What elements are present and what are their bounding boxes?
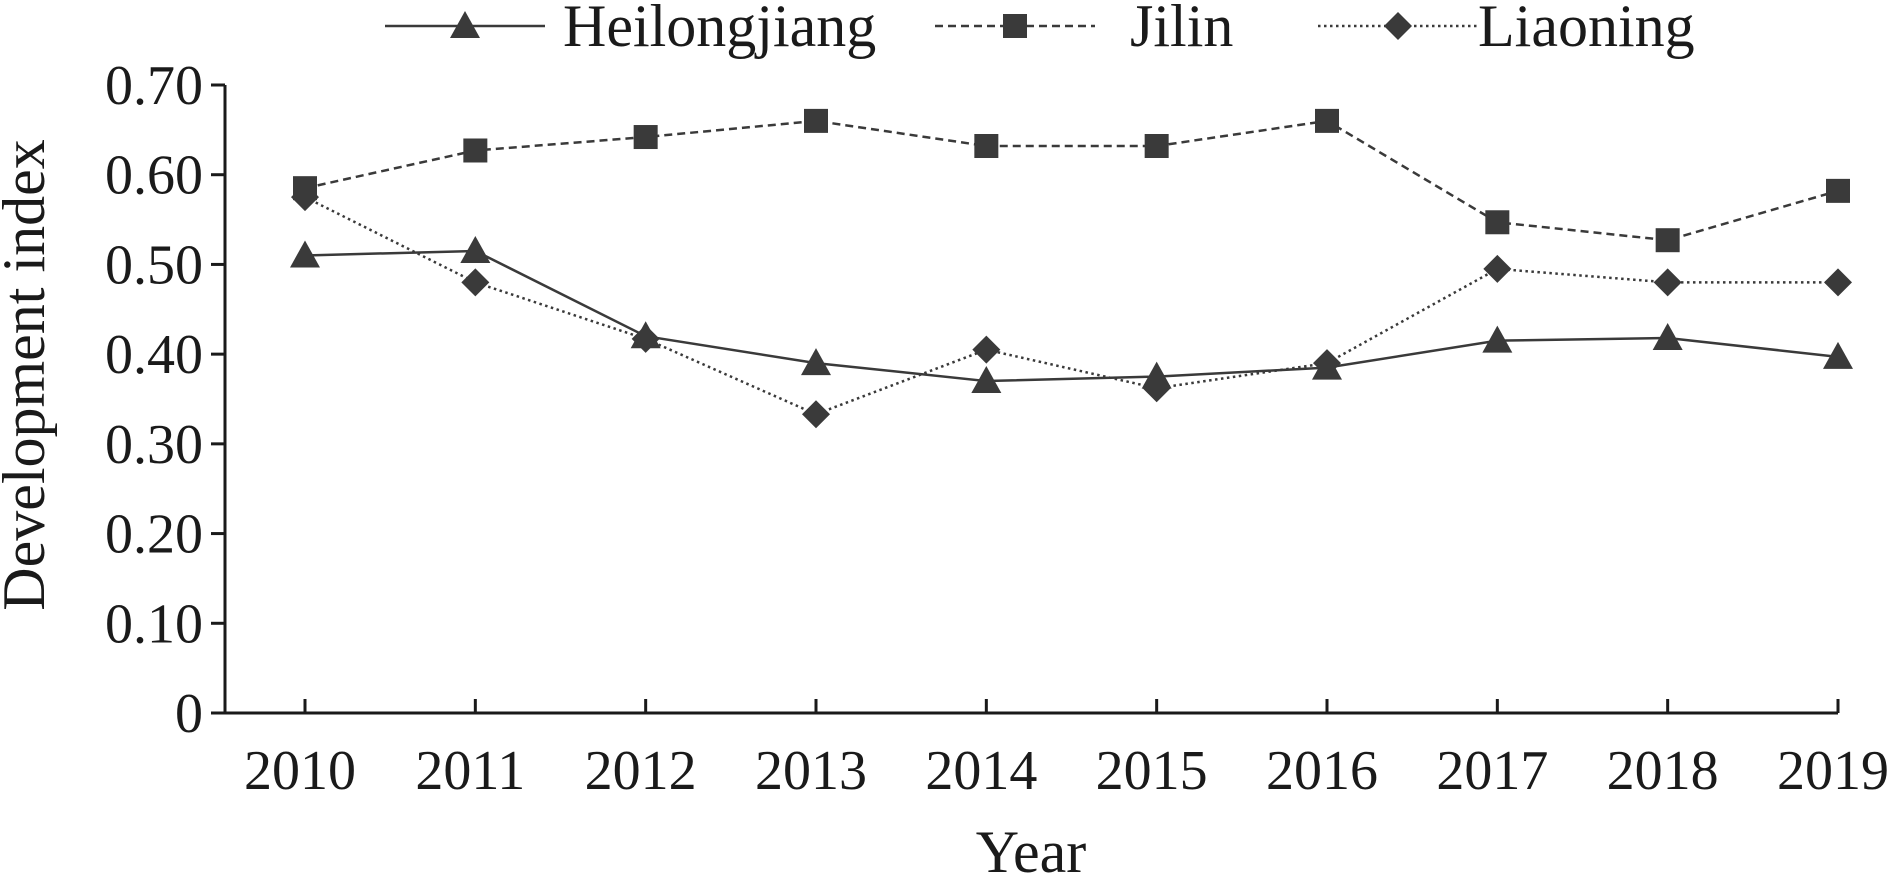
data-point-jilin: [463, 138, 488, 163]
data-point-jilin: [1144, 134, 1169, 159]
y-axis-ticks: 0 0.10 0.20 0.30 0.40 0.50 0.60 0.70: [105, 55, 225, 745]
y-tick-label: 0: [175, 683, 203, 745]
legend-item-liaoning: Liaoning: [1318, 0, 1695, 59]
x-tick-label: 2019: [1777, 740, 1889, 802]
y-tick-label: 0.10: [105, 593, 203, 655]
x-tick-label: 2014: [925, 740, 1037, 802]
data-point-heilongjiang: [460, 235, 491, 263]
y-tick-label: 0.40: [105, 324, 203, 386]
y-tick-label: 0.50: [105, 234, 203, 296]
data-point-jilin: [1485, 210, 1510, 235]
legend-label-liaoning: Liaoning: [1478, 0, 1695, 59]
series-heilongjiang: [290, 235, 1853, 394]
data-point-liaoning: [1483, 254, 1512, 283]
data-point-heilongjiang: [801, 348, 831, 376]
data-point-heilongjiang: [1823, 341, 1853, 369]
series-liaoning: [291, 183, 1852, 429]
data-point-liaoning: [1142, 374, 1171, 403]
data-point-jilin: [1826, 178, 1850, 203]
data-point-heilongjiang: [290, 240, 320, 268]
y-tick-label: 0.70: [105, 55, 203, 117]
data-point-heilongjiang: [971, 366, 1002, 394]
x-tick-label: 2010: [244, 740, 356, 802]
legend-label-jilin: Jilin: [1130, 0, 1233, 59]
legend: Heilongjiang Jilin Liaoning: [385, 0, 1695, 59]
series-layer: [290, 108, 1853, 429]
data-point-liaoning: [631, 324, 660, 353]
y-tick-label: 0.30: [105, 414, 203, 476]
data-point-liaoning: [972, 335, 1001, 364]
legend-marker-liaoning: [1384, 12, 1412, 40]
y-axis-title: Development index: [0, 139, 57, 611]
data-point-heilongjiang: [1482, 325, 1513, 353]
series-jilin: [293, 108, 1850, 253]
x-tick-label: 2011: [415, 740, 525, 802]
data-point-jilin: [1315, 108, 1339, 133]
data-point-jilin: [633, 125, 658, 150]
series-line-jilin: [304, 119, 1839, 242]
x-tick-label: 2018: [1607, 740, 1719, 802]
data-point-liaoning: [461, 268, 490, 297]
x-tick-label: 2013: [755, 740, 867, 802]
series-line-heilongjiang: [304, 249, 1839, 383]
x-axis-title: Year: [976, 819, 1087, 875]
y-tick-label: 0.20: [105, 504, 203, 566]
data-point-heilongjiang: [1652, 322, 1683, 350]
data-point-liaoning: [1824, 268, 1852, 297]
data-point-jilin: [1655, 228, 1680, 253]
data-point-liaoning: [291, 183, 319, 212]
x-axis-ticks: 2010 2011 2012 2013 2014 2015 2016 2017 2018 2019: [244, 699, 1889, 802]
legend-label-heilongjiang: Heilongjiang: [563, 0, 876, 59]
legend-marker-heilongjiang: [450, 11, 480, 38]
data-point-liaoning: [1653, 268, 1682, 297]
data-point-liaoning: [802, 400, 830, 429]
x-tick-label: 2012: [585, 740, 697, 802]
legend-item-heilongjiang: Heilongjiang: [385, 0, 876, 59]
data-point-liaoning: [1313, 349, 1341, 378]
x-tick-label: 2017: [1436, 740, 1548, 802]
y-tick-label: 0.60: [105, 145, 203, 207]
legend-marker-jilin: [1003, 14, 1027, 38]
plot-area: 00.100.200.300.400.500.600.70 2010 2011 20…: [105, 55, 1889, 802]
x-tick-label: 2016: [1266, 740, 1378, 802]
data-point-jilin: [974, 134, 999, 159]
x-tick-label: 2015: [1096, 740, 1208, 802]
data-point-jilin: [804, 108, 828, 133]
legend-item-jilin: Jilin: [935, 0, 1233, 59]
series-line-liaoning: [304, 196, 1838, 416]
